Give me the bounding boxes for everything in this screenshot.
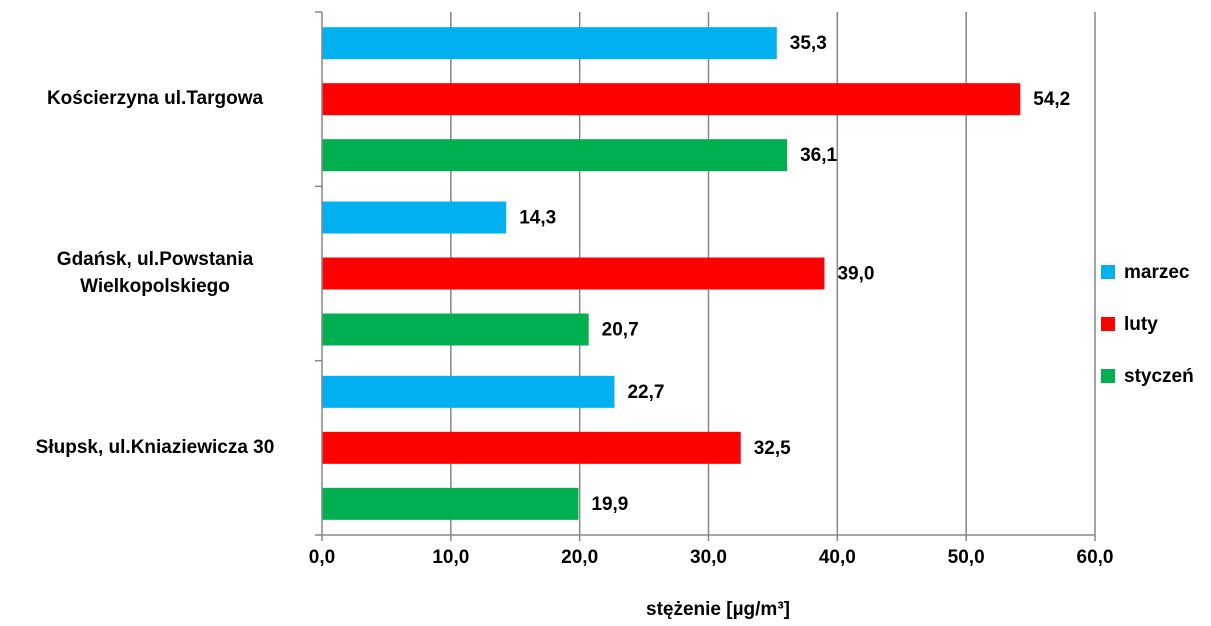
data-label: 35,3 [790,33,827,54]
data-label: 39,0 [837,264,874,285]
x-tick-label: 0,0 [309,547,335,568]
x-tick-label: 30,0 [690,547,727,568]
x-tick-label: 10,0 [432,547,469,568]
bar-styczeń [322,313,589,346]
bar-luty [322,257,825,290]
legend-label: luty [1124,314,1158,335]
data-label: 14,3 [519,208,556,229]
data-label: 19,9 [591,494,628,515]
data-label: 32,5 [754,438,791,459]
x-tick-label: 50,0 [948,547,985,568]
axes [315,11,1096,541]
x-tick-label: 60,0 [1077,547,1114,568]
x-axis-title: stężenie [µg/m³] [646,599,790,620]
legend-label: marzec [1124,262,1190,283]
data-label: 22,7 [627,382,664,403]
bars [322,27,1021,520]
legend-swatch-styczeń [1101,369,1115,383]
bar-marzec [322,201,507,234]
category-label: Kościerzyna ul.Targowa [47,88,264,109]
x-tick-label: 40,0 [819,547,856,568]
data-label: 20,7 [602,320,639,341]
data-label: 36,1 [800,145,837,166]
category-labels: Kościerzyna ul.Targowa Gdańsk, ul.Powstan… [36,88,275,458]
legend-swatch-luty [1101,317,1115,331]
bar-styczeń [322,139,788,172]
data-label: 54,2 [1033,89,1070,110]
legend-label: styczeń [1124,366,1194,387]
data-labels: 35,3 54,2 36,1 14,3 39,0 20,7 22,7 32,5 19,9 [519,33,1070,515]
x-tick-label: 20,0 [561,547,598,568]
legend: marzec luty styczeń [1101,262,1194,387]
category-label: Gdańsk, ul.Powstania Wielkopolskiego [57,249,254,297]
bar-styczeń [322,487,579,520]
legend-swatch-marzec [1101,265,1115,279]
bar-luty [322,431,741,464]
x-tick-labels: 0,0 10,0 20,0 30,0 40,0 50,0 60,0 [309,547,1114,568]
bar-marzec [322,27,777,60]
bar-luty [322,83,1021,116]
category-label: Słupsk, ul.Kniaziewicza 30 [36,437,275,458]
bar-marzec [322,375,615,408]
